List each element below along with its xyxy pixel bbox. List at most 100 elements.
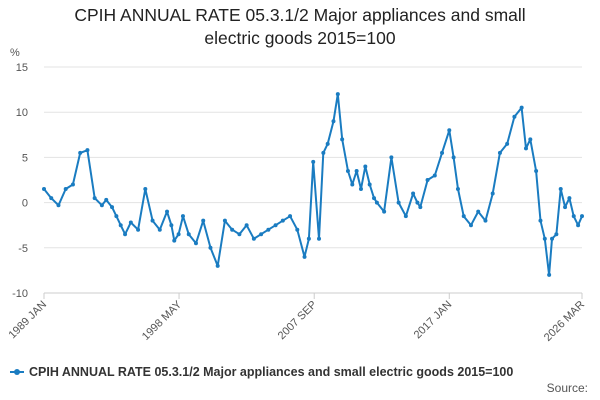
data-point[interactable] <box>169 223 174 228</box>
data-point[interactable] <box>340 137 345 142</box>
data-point[interactable] <box>461 214 466 219</box>
data-point[interactable] <box>358 187 363 192</box>
data-point[interactable] <box>389 155 394 160</box>
data-point[interactable] <box>411 191 416 196</box>
data-point[interactable] <box>580 214 584 219</box>
data-point[interactable] <box>302 254 307 259</box>
data-point[interactable] <box>567 196 572 201</box>
data-point[interactable] <box>372 196 377 201</box>
data-point[interactable] <box>505 141 510 146</box>
data-point[interactable] <box>193 241 198 246</box>
data-point[interactable] <box>550 236 555 241</box>
legend-label: CPIH ANNUAL RATE 05.3.1/2 Major applianc… <box>29 365 514 379</box>
data-point[interactable] <box>230 227 235 232</box>
data-point[interactable] <box>403 214 408 219</box>
data-point[interactable] <box>280 218 285 223</box>
data-point[interactable] <box>490 191 495 196</box>
data-point[interactable] <box>519 105 524 110</box>
data-point[interactable] <box>104 197 109 202</box>
data-point[interactable] <box>497 150 502 155</box>
chart-title-line-2: electric goods 2015=100 <box>204 28 396 48</box>
data-point[interactable] <box>528 137 533 142</box>
data-point[interactable] <box>180 214 185 219</box>
data-point[interactable] <box>354 168 359 173</box>
data-point[interactable] <box>56 203 61 208</box>
data-point[interactable] <box>363 164 368 169</box>
data-point[interactable] <box>201 218 206 223</box>
data-point[interactable] <box>176 232 181 237</box>
data-point[interactable] <box>542 236 547 241</box>
data-point[interactable] <box>295 227 300 232</box>
data-point[interactable] <box>136 227 141 232</box>
data-point[interactable] <box>317 236 322 241</box>
data-point[interactable] <box>165 209 170 214</box>
data-point[interactable] <box>432 173 437 178</box>
data-point[interactable] <box>512 114 517 119</box>
data-point[interactable] <box>244 223 249 228</box>
data-point[interactable] <box>150 218 155 223</box>
data-point[interactable] <box>78 150 83 155</box>
source-label: Source: <box>546 381 588 395</box>
data-point[interactable] <box>92 196 97 201</box>
data-point[interactable] <box>237 232 242 237</box>
data-point[interactable] <box>563 205 568 210</box>
data-point[interactable] <box>172 238 177 243</box>
data-point[interactable] <box>476 209 481 214</box>
data-point[interactable] <box>447 128 452 133</box>
data-point[interactable] <box>143 187 148 192</box>
data-point[interactable] <box>118 223 123 228</box>
data-point[interactable] <box>157 227 162 232</box>
data-point[interactable] <box>215 263 220 268</box>
data-point[interactable] <box>331 119 336 124</box>
data-point[interactable] <box>335 92 340 97</box>
data-point[interactable] <box>396 200 401 205</box>
data-point[interactable] <box>554 232 559 237</box>
x-tick-label: 2026 MAR <box>542 299 587 344</box>
data-point[interactable] <box>345 168 350 173</box>
data-point[interactable] <box>382 209 387 214</box>
data-point[interactable] <box>208 245 213 250</box>
data-point[interactable] <box>49 196 54 201</box>
data-point[interactable] <box>571 214 576 219</box>
data-point[interactable] <box>85 148 90 153</box>
data-point[interactable] <box>415 200 420 205</box>
data-point[interactable] <box>70 182 75 187</box>
data-point[interactable] <box>374 200 379 205</box>
data-point[interactable] <box>483 218 488 223</box>
data-point[interactable] <box>418 205 423 210</box>
data-point[interactable] <box>128 220 133 225</box>
data-point[interactable] <box>468 223 473 228</box>
data-point[interactable] <box>222 218 227 223</box>
data-point[interactable] <box>311 159 316 164</box>
data-point[interactable] <box>576 223 581 228</box>
data-point[interactable] <box>534 168 539 173</box>
data-point[interactable] <box>440 150 445 155</box>
data-point[interactable] <box>523 146 528 151</box>
data-point[interactable] <box>259 232 264 237</box>
data-point[interactable] <box>123 232 128 237</box>
data-point[interactable] <box>451 155 456 160</box>
data-point[interactable] <box>321 150 326 155</box>
chart-legend[interactable]: CPIH ANNUAL RATE 05.3.1/2 Major applianc… <box>10 364 513 380</box>
data-point[interactable] <box>251 236 256 241</box>
data-point[interactable] <box>325 141 330 146</box>
data-point[interactable] <box>186 232 191 237</box>
data-point[interactable] <box>99 203 104 208</box>
data-point[interactable] <box>288 214 293 219</box>
data-point[interactable] <box>350 182 355 187</box>
legend-swatch <box>10 365 24 379</box>
data-point[interactable] <box>425 178 430 182</box>
data-point[interactable] <box>558 187 563 192</box>
data-point[interactable] <box>114 214 119 219</box>
data-point[interactable] <box>110 205 115 210</box>
data-point[interactable] <box>306 236 311 241</box>
data-point[interactable] <box>455 187 460 192</box>
data-point[interactable] <box>367 182 372 187</box>
data-point[interactable] <box>547 272 552 277</box>
data-point[interactable] <box>266 227 271 232</box>
data-point[interactable] <box>63 187 68 192</box>
data-point[interactable] <box>42 187 46 192</box>
data-point[interactable] <box>538 218 543 223</box>
data-point[interactable] <box>273 223 278 228</box>
